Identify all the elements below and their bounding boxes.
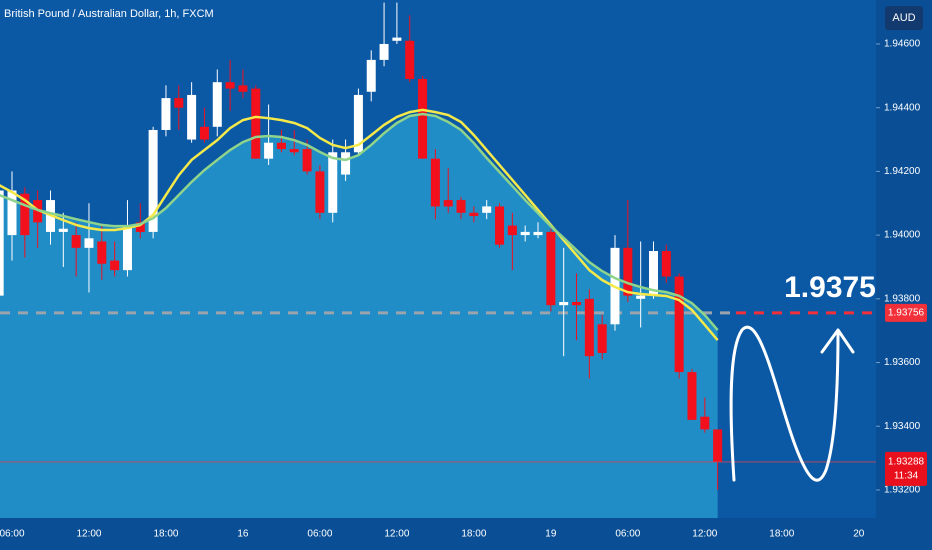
candle-body [315, 171, 325, 213]
candle-body [674, 276, 684, 373]
candle-body [110, 260, 120, 271]
candle-body [597, 324, 607, 353]
mark-layer: 1.93200 1.93400 1.93600 1.93800 1.94000 1.942… [0, 2, 927, 540]
candle-body [161, 98, 171, 130]
candle-body [341, 152, 351, 175]
candle-body [328, 152, 338, 213]
candle-body [713, 429, 723, 462]
y-tick-label: 1.93800 [884, 293, 921, 304]
x-tick-label: 12:00 [384, 529, 409, 540]
candle-body [366, 59, 376, 92]
hand-drawn-arrow [729, 325, 840, 482]
candle-body [122, 225, 132, 271]
candle-body [0, 190, 4, 296]
candle-body [546, 231, 556, 306]
candle-body [225, 82, 235, 89]
candle-body [212, 82, 222, 127]
y-tick-label: 1.94400 [884, 102, 921, 113]
x-tick-label: 20 [853, 529, 865, 540]
candle-body [20, 193, 30, 236]
candle-body [572, 302, 582, 306]
x-tick-label: 12:00 [692, 529, 717, 540]
candle-body [174, 98, 184, 108]
x-tick-label: 19 [545, 529, 557, 540]
x-tick-label: 06:00 [615, 529, 640, 540]
candle-body [264, 142, 274, 159]
price-level-label: 1.93756 [888, 307, 925, 318]
y-tick-label: 1.94000 [884, 230, 921, 241]
candle-body [661, 251, 671, 277]
candle-body [430, 158, 440, 207]
chart-title: British Pound / Australian Dollar, 1h, F… [4, 8, 214, 20]
candle-body [456, 200, 466, 213]
candle-body [71, 235, 81, 248]
candle-body [418, 79, 428, 159]
y-tick-label: 1.94600 [884, 39, 921, 50]
candle-body [97, 241, 107, 264]
candle-body [148, 129, 158, 232]
candle-body [636, 295, 646, 299]
candle-body [495, 206, 505, 245]
candle-body [392, 37, 402, 41]
price-level-tag [885, 303, 927, 322]
candle-body [469, 212, 479, 216]
y-tick-label: 1.93600 [884, 357, 921, 368]
candle-body [58, 228, 68, 232]
candle-body [199, 126, 209, 140]
candle-body [687, 372, 697, 420]
candle-body [238, 85, 248, 92]
indicator-line [0, 108, 719, 342]
x-tick-label: 18:00 [461, 529, 486, 540]
x-tick-label: 18:00 [769, 529, 794, 540]
price-annotation: 1.9375 [784, 271, 876, 304]
candle-body [353, 94, 363, 153]
current-price-tag [885, 451, 927, 486]
candle-body [533, 231, 543, 236]
currency-label[interactable]: AUD [892, 12, 915, 24]
countdown-label: 11:34 [894, 471, 919, 482]
candle-body [507, 225, 517, 236]
time-axis-background [0, 518, 876, 550]
y-tick-label: 1.93200 [884, 485, 921, 496]
x-tick-label: 18:00 [153, 529, 178, 540]
x-tick-label: 12:00 [76, 529, 101, 540]
indicator-line [0, 112, 719, 331]
candle-body [405, 40, 415, 80]
currency-button[interactable] [885, 6, 923, 30]
candle-body [559, 302, 569, 306]
candle-body [289, 149, 299, 153]
candle-body [135, 222, 145, 232]
x-tick-label: 06:00 [0, 529, 25, 540]
y-tick-label: 1.94200 [884, 166, 921, 177]
candle-body [84, 238, 94, 248]
arrow-head [820, 328, 855, 354]
candle-body [251, 88, 261, 159]
candle-body [648, 251, 658, 296]
x-tick-label: 16 [237, 529, 249, 540]
candle-body [700, 416, 710, 430]
candle-body [379, 43, 389, 60]
x-tick-label: 06:00 [307, 529, 332, 540]
candle-body [443, 200, 453, 207]
candle-body [187, 94, 197, 140]
candle-body [7, 190, 17, 236]
candle-body [276, 142, 286, 150]
candle-body [520, 231, 530, 236]
current-price-label: 1.93288 [888, 457, 925, 468]
candle-body [302, 149, 312, 172]
candle-body [584, 298, 594, 357]
y-tick-label: 1.93400 [884, 421, 921, 432]
candle-body [482, 206, 492, 213]
candle-body [623, 247, 633, 296]
